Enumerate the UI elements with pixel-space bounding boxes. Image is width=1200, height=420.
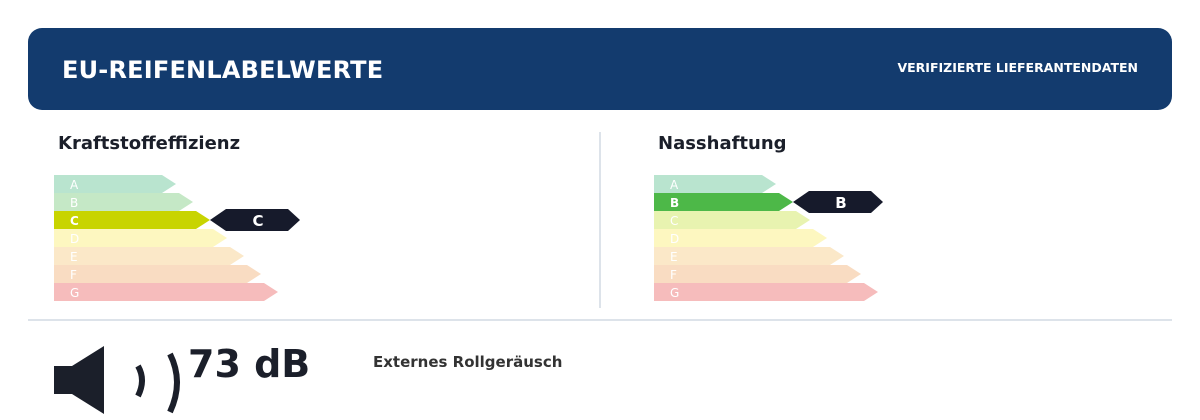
class-letter: C — [70, 214, 79, 228]
rating-letter: C — [252, 212, 263, 230]
class-bar — [54, 283, 278, 301]
class-bar — [54, 229, 227, 247]
class-letter: G — [670, 286, 679, 300]
section-label: Kraftstoffeffizienz — [58, 133, 241, 154]
noise-caption: Externes Rollgeräusch — [373, 353, 563, 371]
noise-value: 73 dB — [188, 342, 311, 386]
rating-marker — [210, 209, 300, 231]
class-bar — [54, 193, 193, 211]
class-letter: C — [670, 214, 678, 228]
class-letter: D — [70, 232, 79, 246]
rating-letter: B — [835, 194, 846, 212]
section-label: Nasshaftung — [658, 133, 787, 154]
class-letter: B — [670, 196, 679, 210]
sound-wave — [167, 352, 180, 414]
class-letter: G — [70, 286, 79, 300]
class-letter: B — [70, 196, 78, 210]
class-bar — [654, 211, 810, 229]
class-bar — [654, 229, 827, 247]
divider — [28, 319, 1172, 321]
header-badge: VERIFIZIERTE LIEFERANTENDATEN — [897, 60, 1138, 75]
class-letter: D — [670, 232, 679, 246]
class-letter: A — [670, 178, 679, 192]
header: EU-REIFENLABELWERTE VERIFIZIERTE LIEFERA… — [28, 28, 1172, 110]
class-bar — [54, 175, 176, 193]
header-title: EU-REIFENLABELWERTE — [62, 56, 384, 84]
speaker — [54, 346, 104, 414]
class-bar — [654, 175, 776, 193]
class-bar — [54, 211, 210, 229]
class-bar — [654, 265, 861, 283]
class-letter: E — [670, 250, 678, 264]
class-letter: F — [670, 268, 677, 282]
class-letter: F — [70, 268, 77, 282]
class-bar — [654, 193, 793, 211]
class-bar — [654, 247, 844, 265]
speaker-icon — [54, 346, 180, 414]
divider — [599, 132, 601, 308]
rating-marker — [793, 191, 883, 213]
class-bar — [54, 265, 261, 283]
class-letter: A — [70, 178, 79, 192]
class-letter: E — [70, 250, 78, 264]
sound-wave — [135, 364, 145, 398]
class-bar — [654, 283, 878, 301]
class-bar — [54, 247, 244, 265]
